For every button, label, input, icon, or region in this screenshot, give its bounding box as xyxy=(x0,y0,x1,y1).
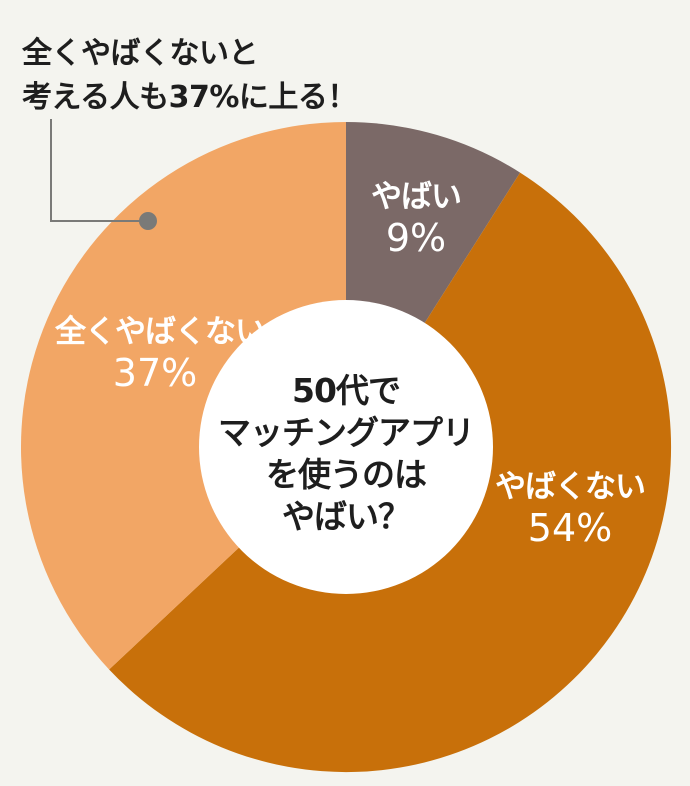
headline-annotation: 全くやばくないと 考える人も37%に上る！ xyxy=(22,32,357,120)
slice-label-name: やばくない xyxy=(495,469,646,505)
slice-mattaku-yabakunai xyxy=(20,121,346,670)
slice-label-yabai: やばい 9% xyxy=(356,178,476,260)
chart-title-line-4: やばい？ xyxy=(282,497,411,536)
chart-title-line-1: 50代で xyxy=(292,371,401,410)
headline-line-2: 考える人も37%に上る！ xyxy=(22,80,357,115)
leader-dot xyxy=(139,212,157,230)
slice-label-name: 全くやばくない xyxy=(55,314,266,350)
leader-line xyxy=(50,119,148,222)
headline-line-1: 全くやばくないと xyxy=(22,36,258,71)
donut-center xyxy=(199,300,493,594)
slice-label-mattaku-yabakunai: 全くやばくない 37% xyxy=(55,313,266,395)
chart-title-line-2: マッチングアプリ xyxy=(218,413,475,452)
slice-label-percent: 37% xyxy=(112,351,198,395)
slice-label-percent: 9% xyxy=(385,216,447,260)
slice-label-yabakunai: やばくない 54% xyxy=(490,468,650,550)
slice-label-name: やばい xyxy=(371,179,462,215)
slice-label-percent: 54% xyxy=(527,506,613,550)
chart-title-line-3: を使うのは xyxy=(266,455,427,494)
chart-title: 50代で マッチングアプリ を使うのは やばい？ xyxy=(200,370,492,538)
